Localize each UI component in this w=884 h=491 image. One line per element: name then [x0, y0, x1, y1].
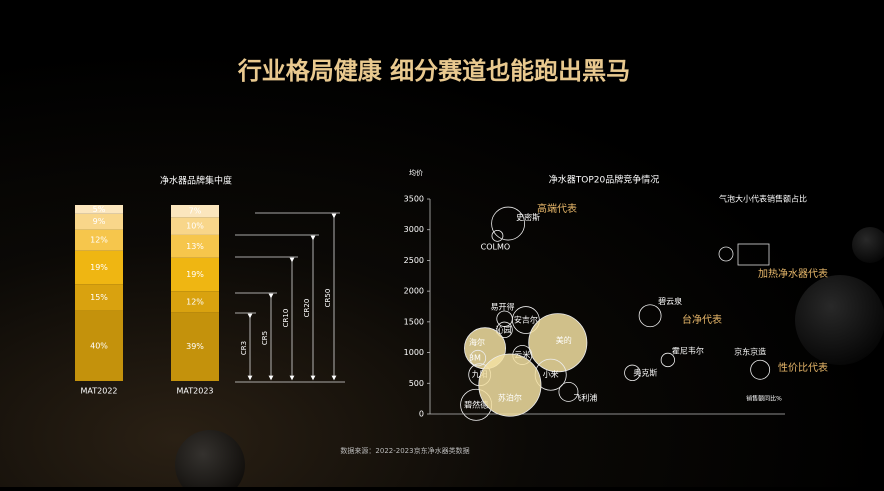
y-tick-label: 1000 — [404, 348, 424, 357]
bubble — [750, 359, 771, 380]
bubble — [624, 364, 641, 382]
bubble — [491, 229, 504, 242]
bracket-label: CR10 — [282, 309, 290, 328]
bracket-label: CR5 — [261, 331, 269, 345]
bar-segment — [75, 205, 123, 214]
data-label: 13% — [186, 242, 204, 251]
data-label: 19% — [186, 270, 204, 279]
data-label: 19% — [90, 263, 108, 272]
bubble — [469, 349, 487, 367]
y-tick-label: 500 — [409, 379, 424, 388]
x-axis-label: 销售额同比% — [746, 395, 782, 403]
bubble-label: 小米 — [543, 369, 559, 379]
chart-title: 净水器TOP20品牌竞争情况 — [549, 174, 659, 186]
bubble-label: 九阳 — [472, 370, 488, 379]
bar-segment — [171, 217, 219, 235]
bracket-guides — [235, 212, 345, 383]
decor-orb — [795, 275, 884, 365]
bubble-label: 海尔 — [469, 337, 485, 347]
annotation: 台净代表 — [682, 313, 722, 326]
data-label: 12% — [90, 236, 108, 245]
bubble-label: 碧然德 — [464, 399, 488, 409]
bar-segment — [171, 234, 219, 258]
data-label: 9% — [93, 217, 106, 226]
decor-orb — [175, 430, 245, 491]
y-tick-label: 0 — [419, 410, 424, 419]
bubble — [558, 381, 579, 402]
bracket-label: CR50 — [324, 289, 332, 308]
bubble-label: 云米 — [514, 350, 530, 360]
legend-note: 气泡大小代表销售额占比 — [719, 194, 807, 204]
data-label: 7% — [189, 207, 202, 216]
slide-title: 行业格局健康 细分赛道也能跑出黑马 — [237, 57, 630, 85]
bubble-label: 碧云泉 — [658, 296, 682, 306]
y-tick-label: 2000 — [404, 287, 424, 296]
bar-segment — [75, 229, 123, 251]
bubble-label: 易开得 — [491, 301, 515, 311]
legend-bubble — [718, 246, 734, 262]
bubble — [528, 313, 588, 373]
bubble — [496, 321, 513, 339]
y-tick-label: 3500 — [404, 195, 424, 204]
annotation: 高端代表 — [537, 202, 577, 215]
y-tick-label: 3000 — [404, 225, 424, 234]
bubble-label: 霍尼韦尔 — [672, 345, 704, 355]
bubble-label: 飞利浦 — [573, 392, 597, 402]
y-tick-label: 1500 — [404, 317, 424, 326]
chart-title: 净水器品牌集中度 — [160, 175, 232, 187]
data-label: 12% — [186, 297, 204, 306]
y-tick-label: 2500 — [404, 256, 424, 265]
bar-segment — [75, 284, 123, 311]
x-tick-label: MAT2022 — [81, 387, 118, 396]
bracket-label: CR20 — [303, 299, 311, 318]
bar-segment — [171, 257, 219, 292]
data-label: 10% — [186, 222, 204, 231]
annotation: 加热净水器代表 — [758, 267, 828, 280]
bracket-label: CR3 — [240, 341, 248, 355]
data-label: 40% — [90, 341, 108, 350]
bubble-label: 史密斯 — [516, 212, 540, 222]
bubble — [478, 353, 542, 417]
source-note: 数据来源：2022-2023京东净水器类数据 — [340, 446, 469, 455]
annotation: 性价比代表 — [778, 361, 828, 374]
bubble-label: 3M — [469, 354, 481, 363]
data-label: 5% — [93, 205, 106, 214]
bar-segment — [75, 213, 123, 230]
data-label: 15% — [90, 293, 108, 302]
bubble-label: 沁园 — [496, 324, 512, 334]
bubble-label: 苏泊尔 — [498, 393, 522, 403]
bubble-label: 安吉尔 — [514, 315, 538, 325]
bubble — [491, 206, 526, 241]
bar-segment — [171, 205, 219, 218]
bar-segment — [75, 310, 123, 381]
bubble-label: 京东京造 — [734, 346, 766, 356]
bar-segment — [171, 291, 219, 313]
data-label: 39% — [186, 342, 204, 351]
legend-box — [737, 243, 770, 266]
bubble — [660, 352, 675, 368]
bubble-label: 奥克斯 — [633, 367, 657, 377]
bubble-label: 美的 — [556, 335, 572, 345]
decor-orb — [852, 227, 884, 263]
bubble-label: COLMO — [481, 242, 511, 251]
bubble — [638, 304, 662, 328]
y-axis-label: 均价 — [409, 168, 423, 177]
bar-segment — [171, 312, 219, 381]
x-tick-label: MAT2023 — [177, 387, 214, 396]
bar-segment — [75, 250, 123, 285]
